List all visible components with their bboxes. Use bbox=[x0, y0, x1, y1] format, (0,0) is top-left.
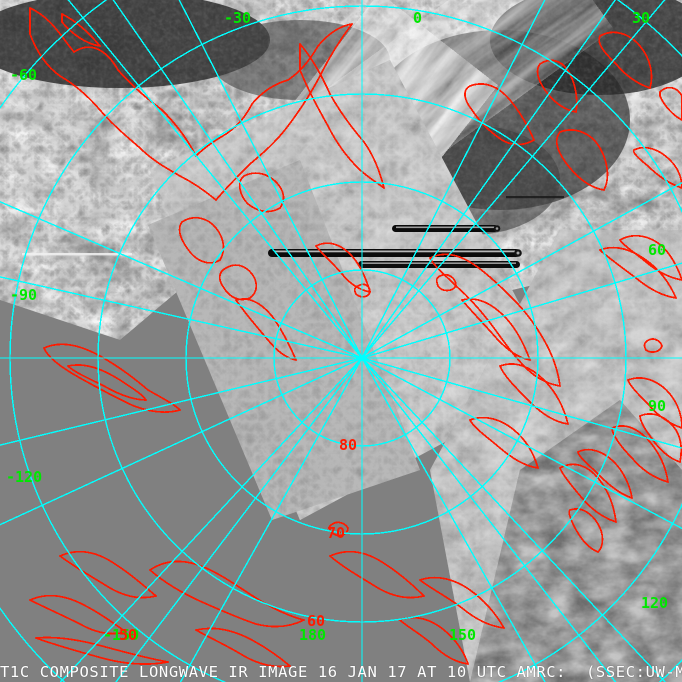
coast-canada-arctic-2 bbox=[461, 298, 531, 361]
coast-svalbard-2 bbox=[218, 264, 258, 301]
coast-yukon bbox=[329, 550, 425, 599]
coast-siberia-4 bbox=[639, 413, 682, 463]
coast-archipelago-3 bbox=[555, 129, 609, 191]
coast-kamchatka bbox=[559, 463, 617, 523]
coast-archipelago-2 bbox=[536, 59, 578, 113]
coast-canada-lakes bbox=[469, 416, 539, 469]
coast-small-island-1 bbox=[353, 283, 371, 298]
coast-janmayen bbox=[43, 343, 181, 413]
scan-streak-middle bbox=[268, 249, 522, 257]
coast-aleutians bbox=[35, 636, 169, 665]
coast-bering bbox=[195, 627, 291, 668]
coast-greenland-east bbox=[299, 43, 385, 189]
coast-hudson bbox=[499, 363, 569, 425]
coast-alaska-peninsula bbox=[29, 594, 127, 635]
image-caption: T1C COMPOSITE LONGWAVE IR IMAGE 16 JAN 1… bbox=[0, 663, 682, 681]
scan-streak-lower bbox=[358, 261, 520, 268]
coast-bc bbox=[419, 576, 505, 629]
coast-archipelago-4 bbox=[598, 31, 653, 89]
coast-topright-frag bbox=[659, 86, 682, 121]
scan-streak-upper bbox=[392, 225, 501, 232]
scan-streak-short-left bbox=[22, 253, 132, 256]
coast-iceland bbox=[238, 172, 285, 213]
coast-scandinavia bbox=[29, 7, 353, 201]
coast-mark-70 bbox=[328, 521, 349, 537]
coast-topright-frag2 bbox=[632, 146, 682, 189]
coast-small-island-2 bbox=[435, 273, 457, 292]
coast-mark-90 bbox=[643, 338, 663, 353]
coast-svalbard bbox=[178, 216, 225, 264]
coast-nunavut bbox=[611, 425, 669, 483]
coast-greatlakes bbox=[399, 616, 469, 665]
coast-siberia-2 bbox=[599, 246, 677, 299]
coast-scandinavia-inner bbox=[61, 13, 101, 47]
coast-novaya bbox=[235, 298, 297, 361]
scan-streak-short-upperleft bbox=[506, 196, 564, 199]
coast-janmayen-inner bbox=[67, 364, 147, 401]
coast-nunavut-2 bbox=[577, 448, 633, 499]
coast-alaska bbox=[149, 560, 305, 628]
coast-siberia-3 bbox=[627, 377, 682, 429]
coast-canada-arctic bbox=[429, 253, 561, 387]
coast-alaska-2 bbox=[59, 550, 157, 599]
